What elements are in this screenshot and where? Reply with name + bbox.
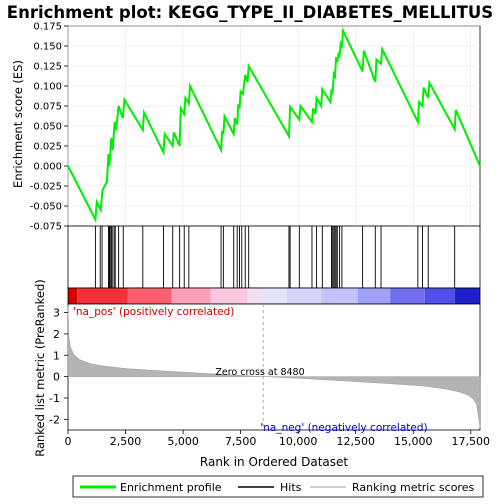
legend-metric-label: Ranking metric scores	[352, 481, 474, 494]
hits-panel-frame	[67, 225, 481, 289]
metric-tick-label: -2	[49, 413, 60, 426]
x-tick-label: 0	[65, 435, 72, 448]
legend-hits-label: Hits	[280, 481, 302, 494]
color-band-segment	[286, 288, 322, 304]
x-tick-label: 15,000	[394, 435, 433, 448]
x-tick-label: 5,000	[167, 435, 199, 448]
color-band-segment	[263, 288, 287, 304]
metric-tick-label: 0	[53, 371, 60, 384]
es-tick-label: 0.025	[33, 142, 62, 153]
metric-tick-label: 1	[53, 349, 60, 362]
ranking-metric-area	[67, 306, 481, 428]
metric-tick-label: -1	[49, 392, 60, 405]
color-band-segment	[77, 288, 128, 304]
legend-enrichment-label: Enrichment profile	[120, 481, 222, 494]
metric-tick-label: 2	[53, 328, 60, 341]
color-band-segment	[171, 288, 211, 304]
color-band-segment	[321, 288, 359, 304]
chart-title: Enrichment plot: KEGG_TYPE_II_DIABETES_M…	[7, 3, 493, 22]
legend-box	[72, 475, 484, 498]
es-y-axis-label: Enrichment score (ES)	[11, 60, 25, 188]
x-tick-label: 2,500	[110, 435, 142, 448]
color-band-segment	[127, 288, 172, 304]
x-tick-label: 7,500	[225, 435, 257, 448]
es-tick-label: 0.150	[33, 42, 62, 53]
es-tick-label: -0.075	[30, 222, 62, 233]
color-band-segment	[454, 288, 480, 304]
color-band-segment	[247, 288, 264, 304]
es-tick-label: 0.000	[33, 162, 62, 173]
es-tick-label: 0.075	[33, 102, 62, 113]
ranking-color-band	[67, 287, 481, 305]
es-tick-label: 0.050	[33, 122, 62, 133]
es-tick-label: 0.175	[33, 22, 62, 33]
metric-tick-label: 3	[53, 307, 60, 320]
neg-correlated-label: 'na_neg' (negatively correlated)	[260, 422, 427, 434]
color-band-segment	[358, 288, 391, 304]
x-tick-label: 12,500	[336, 435, 375, 448]
color-band-segment	[210, 288, 248, 304]
es-tick-label: 0.125	[33, 62, 62, 73]
color-band-segment	[390, 288, 425, 304]
es-y-ticks: 0.175 0.150 0.125 0.100 0.075 0.050 0.025 0.000…	[30, 22, 68, 233]
metric-y-axis-label: Ranked list metric (PreRanked)	[33, 279, 47, 457]
hit-marks	[94, 226, 456, 288]
x-tick-label: 17,500	[452, 435, 491, 448]
es-grid	[67, 25, 480, 227]
x-tick-label: 10,000	[279, 435, 318, 448]
color-band-segment	[68, 288, 78, 304]
es-tick-label: -0.025	[30, 182, 62, 193]
enrichment-profile-line	[67, 27, 481, 224]
zero-cross-label: Zero cross at 8480	[215, 367, 304, 378]
x-ticks: 0 2,500 5,000 7,500 10,000 12,500 15,000 17,500	[65, 430, 491, 448]
es-tick-label: 0.100	[33, 82, 62, 93]
x-axis-label: Rank in Ordered Dataset	[200, 455, 348, 469]
color-band-segment	[424, 288, 455, 304]
pos-correlated-label: 'na_pos' (positively correlated)	[73, 306, 234, 318]
metric-y-ticks: 3 2 1 0 -1 -2	[49, 307, 68, 426]
es-tick-label: -0.050	[30, 202, 62, 213]
metric-panel-frame	[67, 303, 481, 431]
